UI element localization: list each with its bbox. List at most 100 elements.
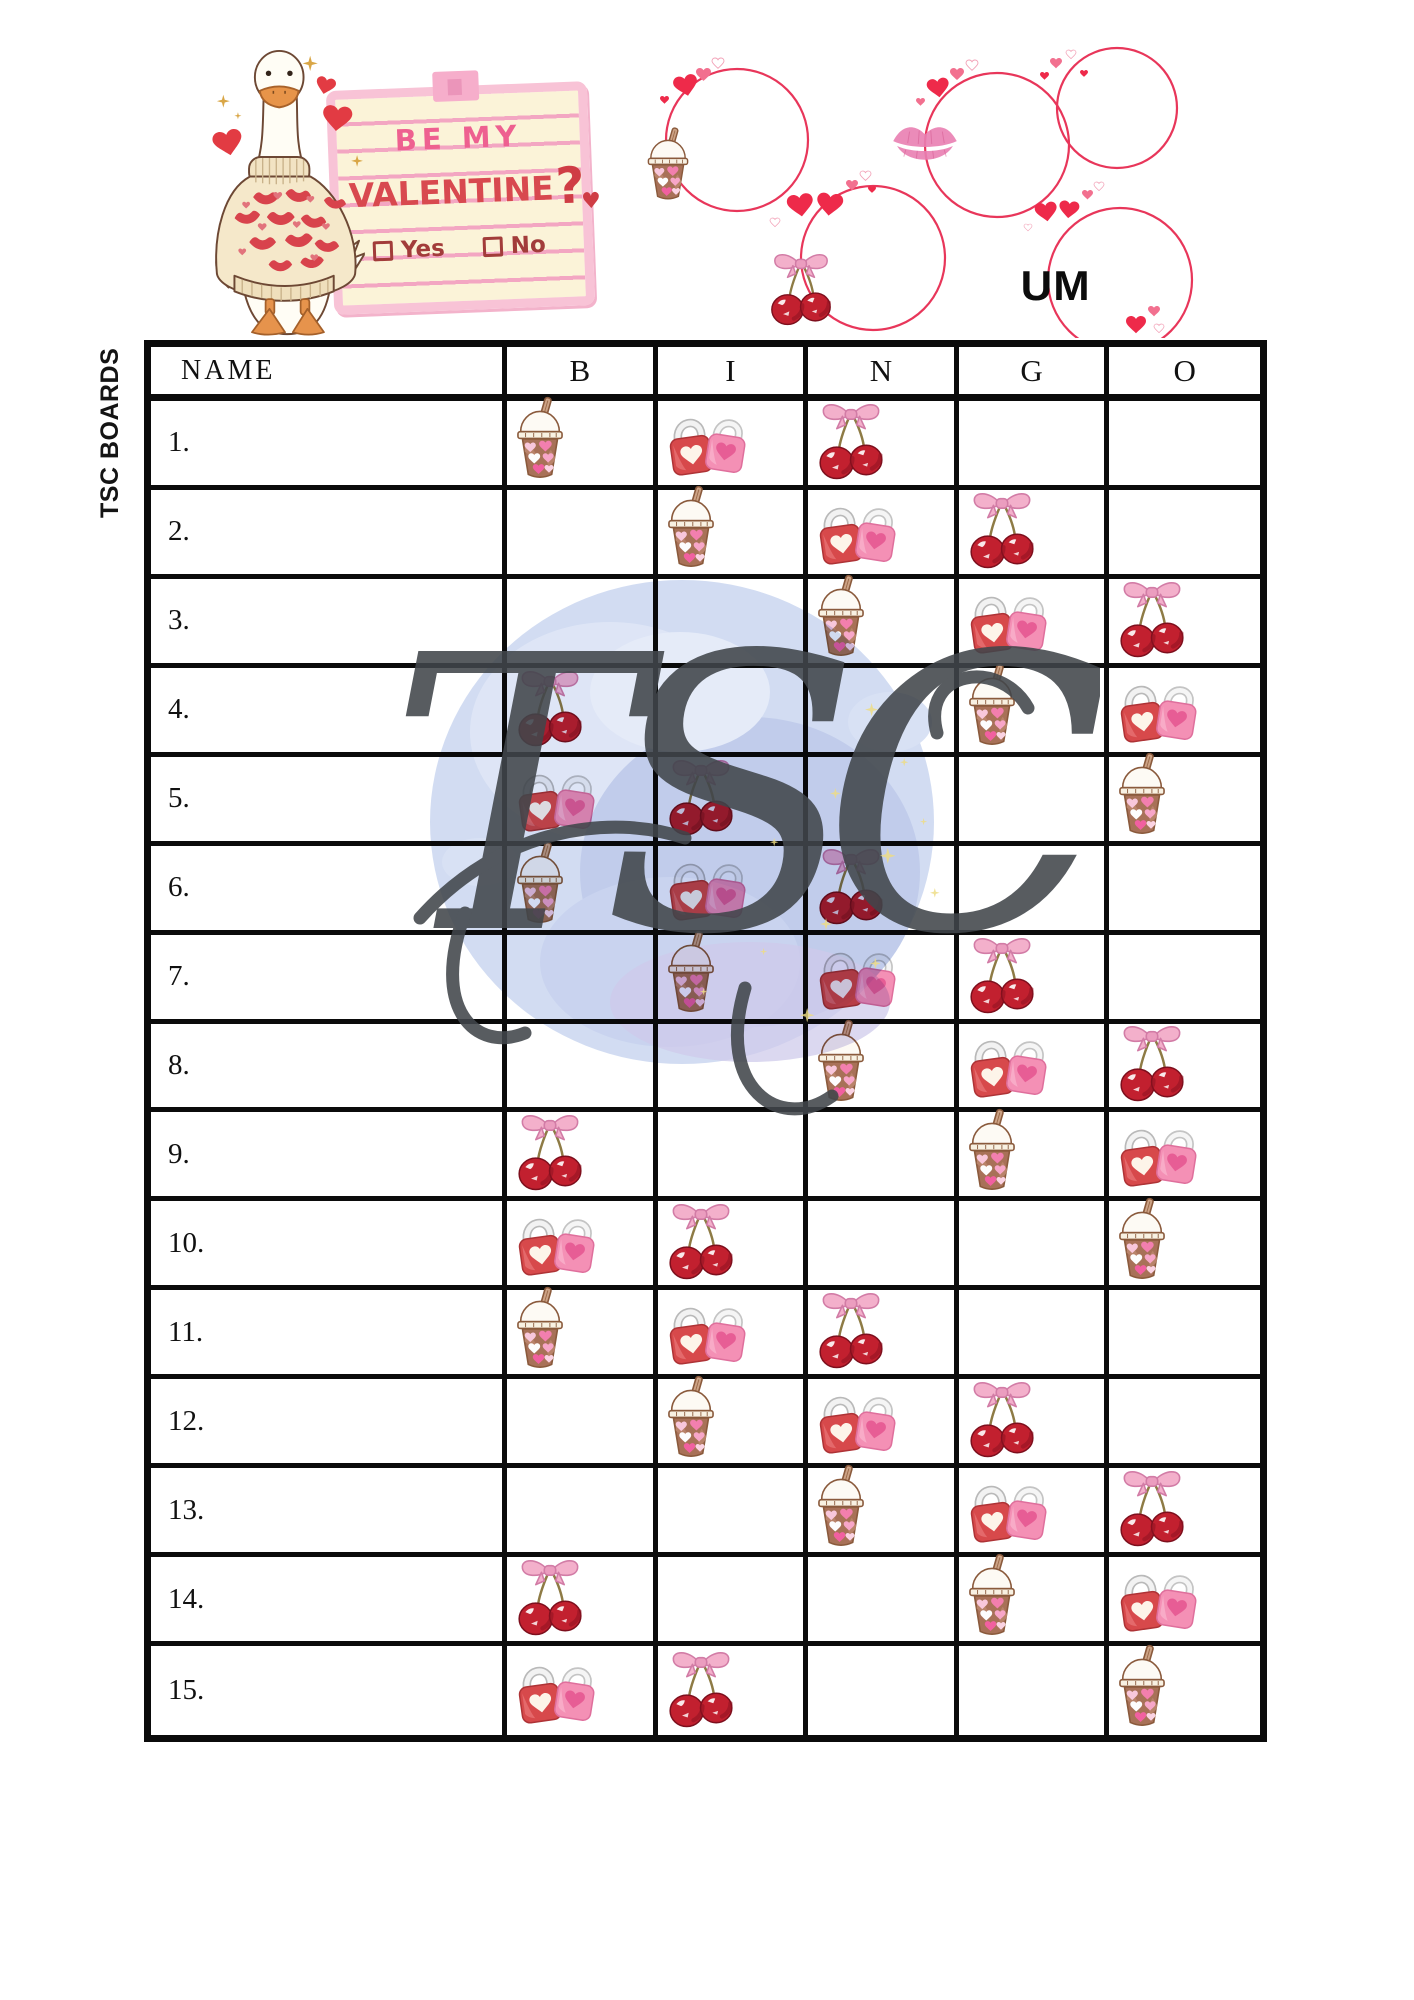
no-checkbox[interactable] — [482, 236, 504, 258]
lock-icon — [965, 1028, 1051, 1102]
cell-r9-G[interactable] — [958, 1112, 1110, 1202]
cell-r8-G[interactable] — [958, 1023, 1110, 1113]
cell-r1-I[interactable] — [657, 401, 809, 490]
cell-r6-O[interactable] — [1109, 846, 1260, 935]
cell-r1-N[interactable] — [808, 401, 959, 490]
cell-r7-I[interactable] — [657, 935, 809, 1024]
cell-r11-N[interactable] — [808, 1290, 959, 1380]
name-cell-row-8[interactable]: 8. — [151, 1023, 507, 1113]
cell-r15-B[interactable] — [507, 1646, 658, 1735]
cell-r6-G[interactable] — [958, 845, 1110, 935]
cell-r2-N[interactable] — [808, 489, 959, 579]
cell-r7-O[interactable] — [1109, 935, 1260, 1024]
cell-r13-B[interactable] — [507, 1468, 658, 1558]
cell-r3-O[interactable] — [1109, 579, 1260, 668]
name-cell-row-7[interactable]: 7. — [151, 934, 507, 1024]
cell-r1-B[interactable] — [507, 401, 658, 490]
cell-r7-N[interactable] — [808, 934, 959, 1024]
cell-r5-G[interactable] — [958, 756, 1110, 846]
lock-icon — [1115, 1117, 1201, 1191]
cell-r14-N[interactable] — [808, 1557, 959, 1647]
cell-r10-B[interactable] — [507, 1201, 658, 1291]
cell-r6-B[interactable] — [507, 846, 658, 935]
cell-r15-N[interactable] — [808, 1646, 959, 1735]
name-cell-row-11[interactable]: 11. — [151, 1290, 507, 1380]
name-cell-row-2[interactable]: 2. — [151, 489, 507, 579]
cell-r10-G[interactable] — [958, 1201, 1110, 1291]
cell-r12-N[interactable] — [808, 1379, 959, 1469]
yes-checkbox[interactable] — [372, 240, 394, 262]
cell-r11-B[interactable] — [507, 1290, 658, 1380]
cell-r13-N[interactable] — [808, 1468, 959, 1558]
cell-r5-O[interactable] — [1109, 757, 1260, 846]
cell-r10-O[interactable] — [1109, 1201, 1260, 1291]
cell-r7-G[interactable] — [958, 934, 1110, 1024]
cell-r12-G[interactable] — [958, 1379, 1110, 1469]
lock-icon — [814, 940, 900, 1014]
cell-r5-B[interactable] — [507, 756, 658, 846]
cell-r4-I[interactable] — [657, 667, 809, 757]
cell-r14-I[interactable] — [657, 1557, 809, 1647]
name-cell-row-13[interactable]: 13. — [151, 1468, 507, 1558]
cell-r10-I[interactable] — [657, 1201, 809, 1291]
cell-r3-N[interactable] — [808, 579, 959, 668]
name-cell-row-12[interactable]: 12. — [151, 1379, 507, 1469]
cell-r8-I[interactable] — [657, 1023, 809, 1113]
cell-r12-I[interactable] — [657, 1379, 809, 1469]
row-number-label: 11. — [168, 1315, 204, 1348]
cell-r8-O[interactable] — [1109, 1024, 1260, 1113]
cell-r3-I[interactable] — [657, 578, 809, 668]
cell-r9-B[interactable] — [507, 1112, 658, 1202]
cell-r15-G[interactable] — [959, 1646, 1110, 1735]
name-cell-row-14[interactable]: 14. — [151, 1557, 507, 1647]
cell-r1-O[interactable] — [1109, 401, 1260, 490]
cell-r9-I[interactable] — [657, 1112, 809, 1202]
cell-r11-G[interactable] — [958, 1290, 1110, 1380]
cell-r15-I[interactable] — [658, 1646, 809, 1735]
cell-r1-G[interactable] — [958, 401, 1110, 490]
cell-r4-N[interactable] — [808, 667, 959, 757]
cell-r14-O[interactable] — [1109, 1557, 1260, 1647]
column-header-I: I — [657, 347, 809, 401]
name-cell-row-10[interactable]: 10. — [151, 1201, 507, 1291]
cell-r2-O[interactable] — [1109, 490, 1260, 579]
cell-r3-B[interactable] — [507, 578, 658, 668]
name-cell-row-5[interactable]: 5. — [151, 756, 507, 846]
cell-r13-I[interactable] — [657, 1468, 809, 1558]
name-cell-row-1[interactable]: 1. — [151, 401, 507, 490]
cell-r2-G[interactable] — [958, 489, 1110, 579]
cell-r12-O[interactable] — [1109, 1379, 1260, 1469]
cell-r2-B[interactable] — [507, 489, 658, 579]
cell-r5-I[interactable] — [657, 756, 809, 846]
cell-r6-I[interactable] — [657, 845, 809, 935]
name-cell-row-3[interactable]: 3. — [151, 578, 507, 668]
name-cell-row-9[interactable]: 9. — [151, 1112, 507, 1202]
side-brand-label: TSC BOARDS — [96, 347, 124, 518]
drink-icon — [513, 840, 567, 926]
cell-r14-B[interactable] — [507, 1557, 658, 1647]
cell-r14-G[interactable] — [958, 1557, 1110, 1647]
cell-r4-B[interactable] — [507, 667, 658, 757]
cell-r15-O[interactable] — [1109, 1646, 1260, 1735]
name-cell-row-4[interactable]: 4. — [151, 667, 507, 757]
cell-r6-N[interactable] — [808, 845, 959, 935]
cell-r9-O[interactable] — [1109, 1112, 1260, 1202]
cell-r3-G[interactable] — [958, 578, 1110, 668]
cell-r5-N[interactable] — [808, 756, 959, 846]
cell-r8-B[interactable] — [507, 1023, 658, 1113]
name-cell-row-15[interactable]: 15. — [151, 1646, 507, 1735]
cell-r13-G[interactable] — [958, 1468, 1110, 1558]
cell-r13-O[interactable] — [1109, 1468, 1260, 1558]
lock-icon — [814, 1384, 900, 1458]
name-cell-row-6[interactable]: 6. — [151, 845, 507, 935]
cell-r7-B[interactable] — [507, 934, 658, 1024]
cell-r8-N[interactable] — [808, 1024, 959, 1113]
cell-r11-I[interactable] — [657, 1290, 809, 1380]
cell-r2-I[interactable] — [657, 490, 809, 579]
cell-r11-O[interactable] — [1109, 1290, 1260, 1380]
cell-r4-G[interactable] — [958, 668, 1110, 757]
cell-r10-N[interactable] — [808, 1201, 959, 1291]
cell-r9-N[interactable] — [808, 1112, 959, 1202]
cell-r12-B[interactable] — [507, 1379, 658, 1469]
cell-r4-O[interactable] — [1109, 668, 1260, 757]
